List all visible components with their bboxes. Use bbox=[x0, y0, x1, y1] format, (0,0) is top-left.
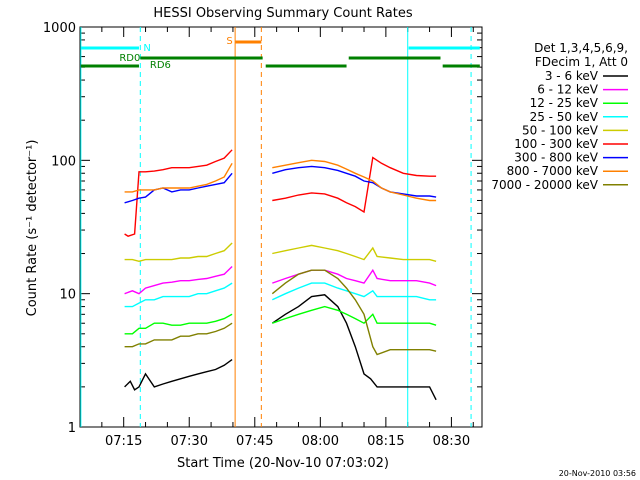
series-line bbox=[124, 282, 437, 308]
x-axis-label: Start Time (20-Nov-10 07:03:02) bbox=[177, 456, 389, 471]
plot-area: 1 10 100 1000 07:15 07:30 07:45 08:00 08:15 08:30… bbox=[43, 21, 483, 449]
x-tick-label: 08:15 bbox=[367, 434, 404, 449]
legend-entry-label: 50 - 100 keV bbox=[522, 123, 599, 137]
y-tick-label: 100 bbox=[51, 154, 76, 169]
series-line bbox=[124, 242, 437, 263]
plot-frame bbox=[79, 26, 483, 428]
series-line bbox=[124, 165, 437, 204]
night-flag-label: N bbox=[143, 43, 150, 54]
legend-header-decimation: FDecim 1, Att 0 bbox=[535, 55, 628, 69]
y-tick-label: 1000 bbox=[43, 21, 76, 36]
series-line bbox=[124, 269, 437, 356]
legend-entry-label: 25 - 50 keV bbox=[530, 110, 599, 124]
x-tick-label: 07:15 bbox=[105, 434, 142, 449]
series-line bbox=[124, 305, 437, 335]
legend-entry-label: 100 - 300 keV bbox=[514, 137, 598, 151]
footer-timestamp: 20-Nov-2010 03:56 bbox=[559, 469, 636, 478]
legend-entry-label: 12 - 25 keV bbox=[530, 96, 599, 110]
y-tick-label: 1 bbox=[68, 421, 76, 436]
chart-title: HESSI Observing Summary Count Rates bbox=[153, 6, 412, 21]
y-tick-label: 10 bbox=[59, 288, 76, 303]
legend-entry-label: 300 - 800 keV bbox=[514, 151, 598, 165]
legend-entry-label: 3 - 6 keV bbox=[545, 69, 599, 83]
rd0-flag-label: RD0 bbox=[119, 53, 140, 64]
series-line bbox=[124, 159, 437, 202]
x-tick-label: 08:30 bbox=[433, 434, 470, 449]
saa-flag-label: S bbox=[226, 36, 232, 47]
legend-header-detectors: Det 1,3,4,5,6,9, bbox=[534, 41, 628, 55]
y-axis-label: Count Rate (s⁻¹ detector⁻¹) bbox=[25, 140, 40, 317]
x-tick-label: 08:00 bbox=[302, 434, 339, 449]
legend-entry-label: 7000 - 20000 keV bbox=[491, 178, 598, 192]
x-tick-label: 07:30 bbox=[171, 434, 208, 449]
series-line bbox=[124, 149, 437, 237]
series-line bbox=[124, 294, 437, 401]
rd6-flag-label: RD6 bbox=[150, 60, 171, 71]
legend-entry-label: 6 - 12 keV bbox=[537, 83, 599, 97]
series-line bbox=[124, 265, 437, 295]
legend-entry-label: 800 - 7000 keV bbox=[507, 164, 599, 178]
x-tick-label: 07:45 bbox=[236, 434, 273, 449]
